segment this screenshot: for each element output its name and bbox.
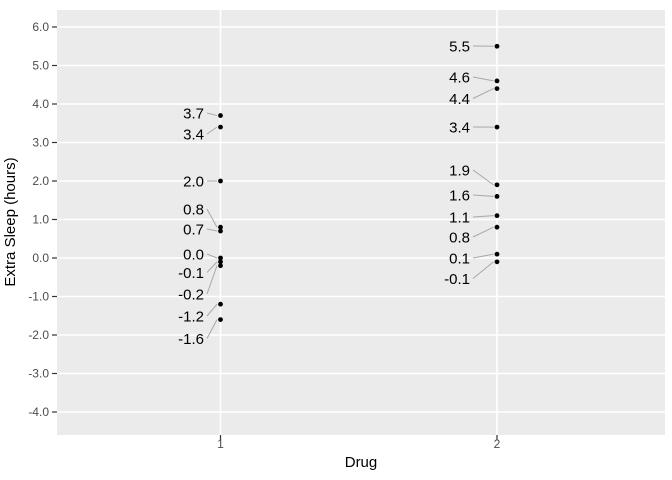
plot-panel-layer bbox=[57, 10, 665, 435]
data-point-label: 3.4 bbox=[449, 119, 470, 136]
data-point-label: 0.8 bbox=[183, 201, 204, 218]
label-leader-line bbox=[206, 126, 218, 135]
data-point-label: 0.0 bbox=[183, 246, 204, 263]
label-leader-line bbox=[472, 88, 494, 99]
x-axis-title: Drug bbox=[345, 454, 378, 471]
data-point bbox=[218, 259, 223, 265]
data-point-label: 5.5 bbox=[449, 38, 470, 55]
y-tick-label: 2.0 bbox=[32, 174, 49, 188]
label-leader-line bbox=[206, 303, 218, 317]
data-point-label: 4.4 bbox=[449, 91, 470, 108]
data-point bbox=[494, 194, 500, 199]
x-tick-label: 2 bbox=[494, 437, 501, 451]
data-point-label: 1.6 bbox=[449, 187, 470, 204]
data-point-label: -1.6 bbox=[178, 331, 204, 348]
plot-panel bbox=[57, 10, 665, 435]
y-tick-label: -4.0 bbox=[28, 405, 49, 419]
data-point-label: 0.7 bbox=[183, 221, 204, 238]
label-leader-line bbox=[472, 169, 494, 186]
label-leader-line bbox=[206, 261, 218, 273]
axis-layer: 6.0 5.0 4.0 3.0 2.0 1.0 0.0 -1.0 -2.0 -3.0 -4.0 1 2 bbox=[28, 20, 500, 451]
y-axis-title: Extra Sleep (hours) bbox=[2, 157, 19, 286]
label-leader-line bbox=[472, 194, 494, 197]
label-leader-line bbox=[472, 226, 494, 238]
label-leader-line bbox=[472, 261, 494, 279]
y-tick-label: -3.0 bbox=[28, 367, 49, 381]
data-point bbox=[218, 124, 223, 130]
data-point-label: -1.2 bbox=[178, 308, 204, 325]
label-leader-line bbox=[206, 112, 218, 117]
data-point bbox=[494, 78, 500, 84]
data-point-label: 3.4 bbox=[183, 126, 204, 143]
data-point bbox=[494, 182, 500, 188]
data-point-label: 3.7 bbox=[183, 105, 204, 122]
data-point bbox=[218, 178, 223, 184]
data-point-label: 1.9 bbox=[449, 162, 470, 179]
data-point bbox=[218, 317, 223, 322]
label-leader-line bbox=[472, 76, 494, 82]
y-tick-label: -1.0 bbox=[28, 290, 49, 304]
y-tick-label: 4.0 bbox=[32, 97, 49, 111]
data-point bbox=[218, 224, 223, 230]
data-point-label: 0.8 bbox=[449, 229, 470, 246]
data-point-label: 0.1 bbox=[449, 250, 470, 267]
y-tick-label: 3.0 bbox=[32, 136, 49, 150]
data-point bbox=[218, 113, 223, 118]
y-tick-label: 1.0 bbox=[32, 213, 49, 227]
data-point bbox=[494, 224, 500, 230]
label-leader-line bbox=[206, 265, 218, 295]
data-point-label: -0.1 bbox=[444, 271, 470, 288]
data-layer: 3.7 3.4 2.0 0.8 0.7 0.0 -0.1 -0.2 -1.2 -1.6 5.5 4.6… bbox=[178, 38, 500, 348]
label-leader-line bbox=[472, 215, 494, 218]
data-point-label: -0.1 bbox=[178, 265, 204, 282]
data-point bbox=[494, 259, 500, 265]
data-point-label: -0.2 bbox=[178, 286, 204, 303]
data-point bbox=[218, 263, 223, 269]
data-point bbox=[494, 213, 500, 219]
data-point-label: 2.0 bbox=[183, 173, 204, 190]
data-point bbox=[218, 301, 223, 307]
label-leader-line bbox=[206, 253, 218, 259]
y-tick-label: 5.0 bbox=[32, 59, 49, 73]
x-tick-label: 1 bbox=[217, 437, 224, 451]
label-leader-line bbox=[206, 319, 218, 339]
data-point bbox=[218, 255, 223, 261]
data-point-label: 4.6 bbox=[449, 69, 470, 86]
data-point bbox=[494, 124, 500, 130]
label-leader-line bbox=[206, 228, 218, 232]
y-tick-label: 6.0 bbox=[32, 20, 49, 34]
data-point bbox=[494, 251, 500, 257]
data-point bbox=[494, 43, 500, 49]
data-point bbox=[218, 228, 223, 234]
y-tick-label: 0.0 bbox=[32, 251, 49, 265]
label-leader-line bbox=[472, 253, 494, 259]
label-leader-line bbox=[206, 208, 218, 228]
y-tick-label: -2.0 bbox=[28, 328, 49, 342]
data-point bbox=[494, 86, 500, 91]
data-point-label: 1.1 bbox=[449, 209, 470, 226]
